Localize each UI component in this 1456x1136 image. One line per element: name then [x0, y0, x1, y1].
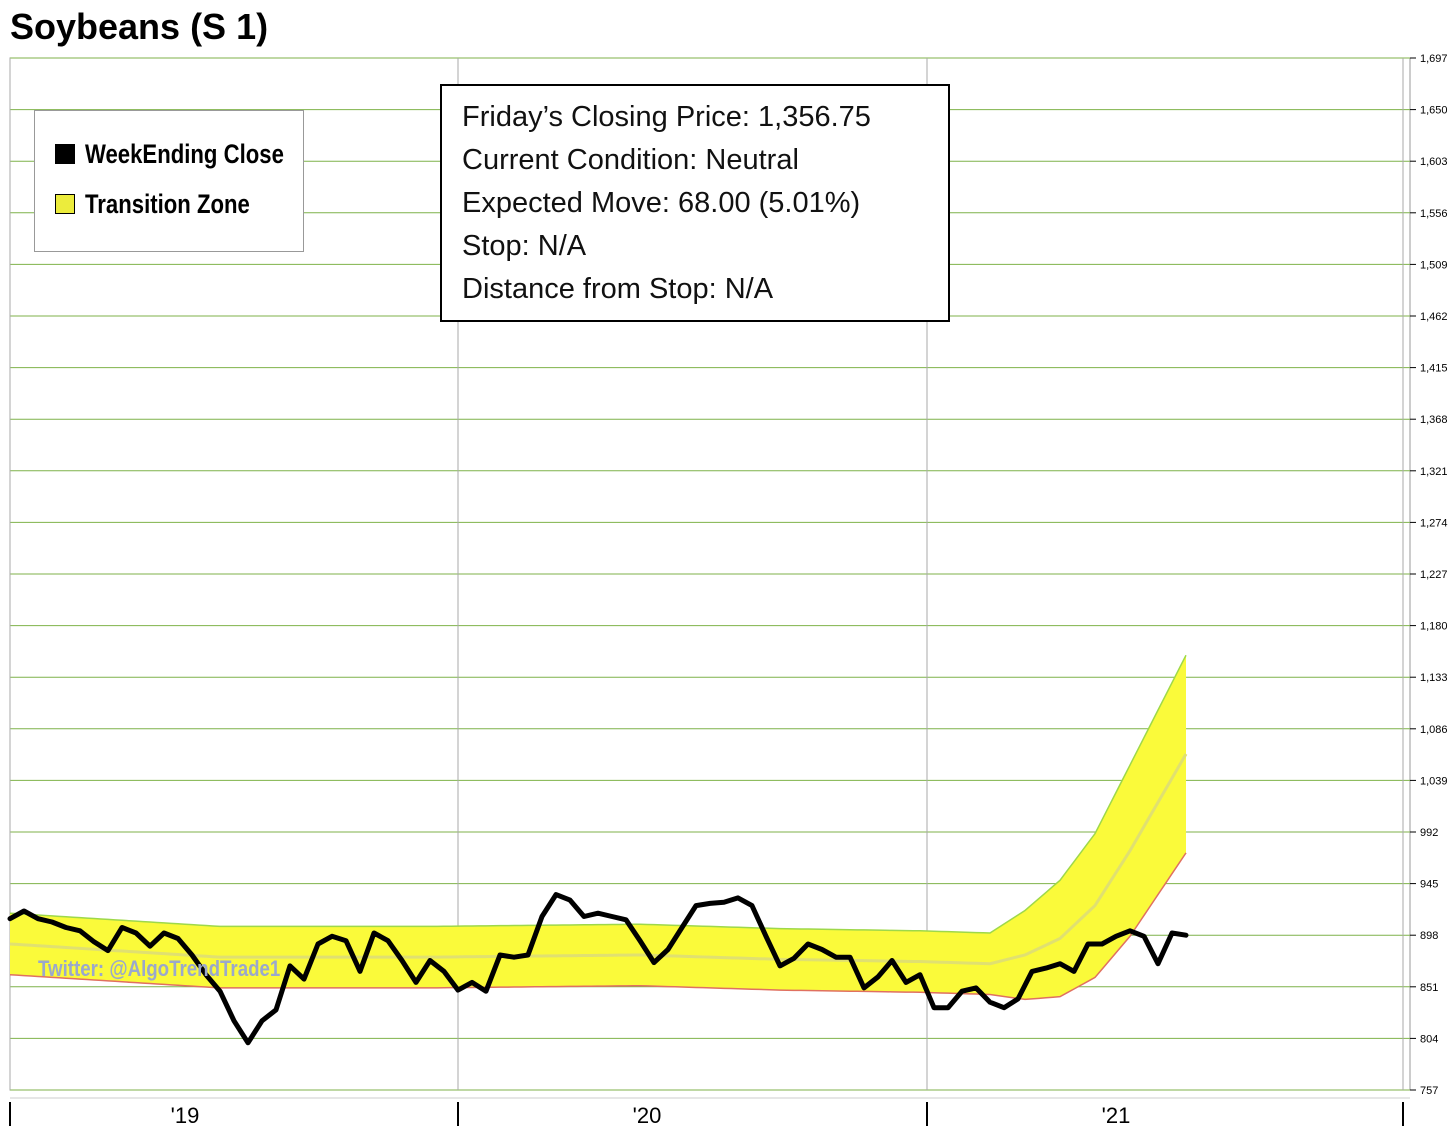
ytick-label-15: 1,462 — [1420, 311, 1448, 323]
ytick-label-11: 1,274 — [1420, 517, 1448, 529]
ytick-label-8: 1,133 — [1420, 672, 1448, 684]
legend-swatch-1 — [55, 194, 75, 214]
legend-label-1: Transition Zone — [85, 188, 250, 219]
legend-swatch-0 — [55, 144, 75, 164]
watermark: Twitter: @AlgoTrendTrade1 — [38, 956, 281, 981]
ytick-label-20: 1,697 — [1420, 53, 1448, 65]
ytick-label-19: 1,650 — [1420, 105, 1448, 117]
info-box: Friday’s Closing Price: 1,356.75 Current… — [440, 84, 950, 322]
ytick-label-18: 1,603 — [1420, 156, 1448, 168]
info-closing-price: Friday’s Closing Price: 1,356.75 — [462, 101, 871, 133]
transition-zone-mid — [9, 753, 1188, 966]
ytick-label-2: 851 — [1420, 982, 1438, 994]
transition-zone-upper — [9, 654, 1187, 934]
x-year-label-2: '21 — [1102, 1103, 1131, 1128]
ytick-label-0: 757 — [1420, 1085, 1438, 1097]
x-year-label-1: '20 — [633, 1103, 662, 1128]
info-distance-from-stop: Distance from Stop: N/A — [462, 273, 774, 305]
legend: WeekEnding Close Transition Zone — [34, 110, 304, 252]
transition-zone-lower — [9, 852, 1187, 1001]
ytick-label-7: 1,086 — [1420, 724, 1448, 736]
info-expected-move: Expected Move: 68.00 (5.01%) — [462, 187, 861, 219]
ytick-label-16: 1,509 — [1420, 259, 1448, 271]
legend-item-1: Transition Zone — [55, 189, 286, 219]
legend-item-0: WeekEnding Close — [55, 139, 328, 169]
info-stop: Stop: N/A — [462, 230, 587, 262]
legend-label-0: WeekEnding Close — [85, 138, 284, 169]
transition-zone-band — [10, 655, 1186, 1000]
ytick-label-12: 1,321 — [1420, 466, 1448, 478]
ytick-label-17: 1,556 — [1420, 208, 1448, 220]
ytick-label-10: 1,227 — [1420, 569, 1448, 581]
ytick-label-6: 1,039 — [1420, 775, 1448, 787]
ytick-label-14: 1,415 — [1420, 363, 1448, 375]
ytick-label-13: 1,368 — [1420, 414, 1448, 426]
ytick-label-3: 898 — [1420, 930, 1438, 942]
x-year-label-0: '19 — [171, 1103, 200, 1128]
ytick-label-5: 992 — [1420, 827, 1438, 839]
ytick-label-4: 945 — [1420, 879, 1438, 891]
ytick-label-9: 1,180 — [1420, 621, 1448, 633]
ytick-label-1: 804 — [1420, 1033, 1438, 1045]
info-current-condition: Current Condition: Neutral — [462, 144, 799, 176]
chart-title: Soybeans (S 1) — [10, 6, 269, 47]
